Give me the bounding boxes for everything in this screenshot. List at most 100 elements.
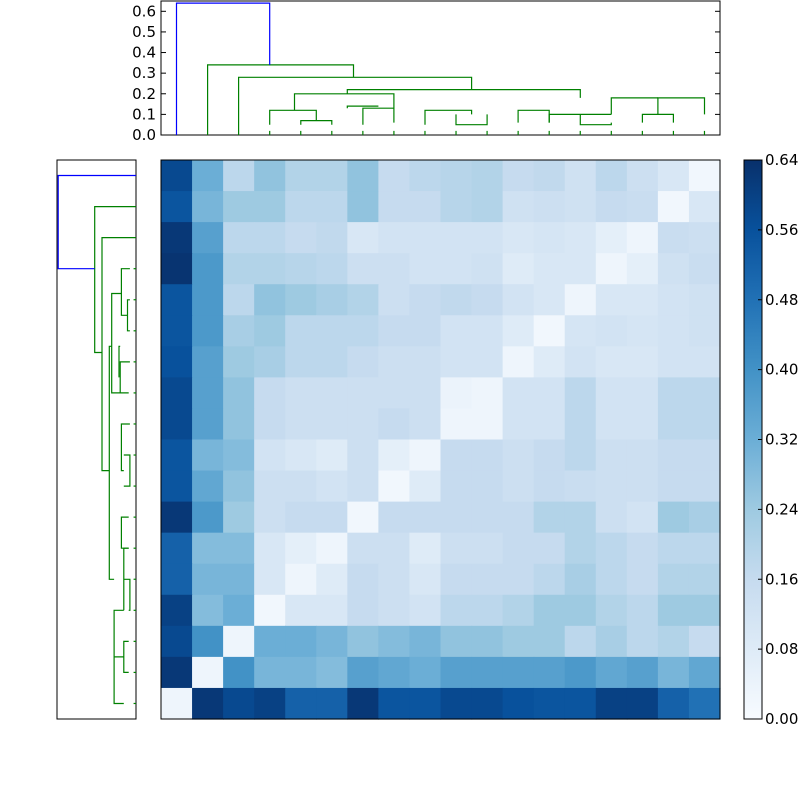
heatmap-cell: [564, 656, 597, 689]
heatmap-cell: [409, 346, 442, 378]
heatmap-cell: [347, 687, 379, 720]
heatmap-cell: [378, 687, 411, 720]
heatmap-cell: [657, 346, 690, 378]
heatmap-cell: [223, 284, 255, 316]
dendrogram-link: [120, 268, 130, 316]
heatmap-cell: [316, 656, 348, 689]
heatmap-cell: [254, 191, 286, 223]
colorbar-tick-label: 0.24: [765, 500, 798, 518]
heatmap-cell: [409, 687, 442, 720]
heatmap-frame: [160, 159, 721, 720]
heatmap-cell: [223, 532, 255, 565]
heatmap-cell: [347, 470, 379, 503]
heatmap-cell: [409, 408, 442, 441]
heatmap-cell: [285, 191, 317, 223]
heatmap-cell: [254, 377, 286, 410]
heatmap-cell: [409, 222, 442, 254]
heatmap-cell: [533, 346, 566, 378]
heatmap-cell: [378, 315, 411, 347]
heatmap-cell: [626, 160, 659, 192]
heatmap-cell: [347, 191, 379, 223]
heatmap-cell: [440, 656, 473, 689]
heatmap-cell: [564, 191, 597, 223]
heatmap-cell: [502, 501, 535, 534]
heatmap-cell: [409, 284, 442, 316]
dendrogram-link: [120, 423, 130, 472]
heatmap-cell: [688, 594, 721, 627]
heatmap-cell: [223, 377, 255, 410]
heatmap-cell: [440, 563, 473, 596]
heatmap-cell: [161, 253, 193, 285]
top-dendrogram: 0.0 0.1 0.2 0.3 0.4 0.5 0.6: [132, 0, 721, 144]
heatmap-cell: [440, 408, 473, 441]
heatmap-cell: [254, 594, 286, 627]
heatmap-cell: [285, 656, 317, 689]
heatmap-cell: [502, 377, 535, 410]
dendrogram-link: [455, 114, 488, 126]
heatmap-cell: [192, 532, 224, 565]
heatmap-cell: [254, 315, 286, 347]
heatmap-cell: [347, 439, 379, 472]
heatmap-cell: [316, 160, 348, 192]
dendrogram-link: [101, 237, 136, 472]
heatmap-cell: [440, 377, 473, 410]
heatmap-cell: [626, 501, 659, 534]
heatmap-cell: [347, 346, 379, 378]
heatmap-cell: [440, 687, 473, 720]
heatmap-cell: [192, 439, 224, 472]
heatmap-cell: [595, 191, 628, 223]
heatmap-cell: [533, 532, 566, 565]
heatmap-cell: [595, 315, 628, 347]
heatmap-cell: [254, 563, 286, 596]
heatmap-cell: [223, 439, 255, 472]
heatmap-cell: [471, 594, 504, 627]
left-dendrogram-frame: [56, 159, 137, 720]
heatmap-cell: [502, 656, 535, 689]
dendrogram-link: [113, 656, 124, 705]
heatmap-cell: [564, 408, 597, 441]
heatmap-cell: [192, 563, 224, 596]
heatmap-cell: [254, 687, 286, 720]
heatmap-cell: [595, 563, 628, 596]
heatmap-cell: [192, 625, 224, 658]
heatmap-cell: [564, 284, 597, 316]
heatmap-cell: [285, 439, 317, 472]
heatmap-cell: [223, 563, 255, 596]
heatmap-cell: [223, 470, 255, 503]
heatmap-cell: [626, 408, 659, 441]
heatmap-cell: [595, 377, 628, 410]
heatmap-cell: [223, 687, 255, 720]
heatmap-cell: [161, 687, 193, 720]
heatmap-cell: [564, 470, 597, 503]
heatmap-cell: [502, 439, 535, 472]
heatmap-cell: [533, 191, 566, 223]
heatmap-cell: [657, 284, 690, 316]
heatmap-cell: [378, 532, 411, 565]
heatmap-cell: [161, 594, 193, 627]
heatmap-cell: [533, 594, 566, 627]
heatmap-cell: [564, 501, 597, 534]
heatmap-cell: [316, 284, 348, 316]
heatmap-cell: [688, 656, 721, 689]
heatmap-cell: [347, 532, 379, 565]
y-tick-label: 0.4: [132, 44, 156, 62]
heatmap-cell: [471, 377, 504, 410]
heatmap-cell: [347, 377, 379, 410]
dendrogram-link: [238, 76, 473, 135]
heatmap-cell: [502, 625, 535, 658]
left-dendrogram: [56, 159, 137, 720]
heatmap-cell: [161, 346, 193, 378]
heatmap-cell: [626, 346, 659, 378]
y-tick-label: 0.1: [132, 105, 156, 123]
heatmap-cell: [657, 439, 690, 472]
heatmap-cell: [161, 625, 193, 658]
heatmap-cell: [564, 594, 597, 627]
heatmap-cell: [533, 439, 566, 472]
heatmap-cell: [657, 253, 690, 285]
heatmap-cell: [533, 470, 566, 503]
heatmap-cell: [378, 656, 411, 689]
heatmap-cell: [347, 501, 379, 534]
heatmap-cell: [595, 439, 628, 472]
heatmap-cell: [161, 377, 193, 410]
heatmap-cell: [378, 470, 411, 503]
